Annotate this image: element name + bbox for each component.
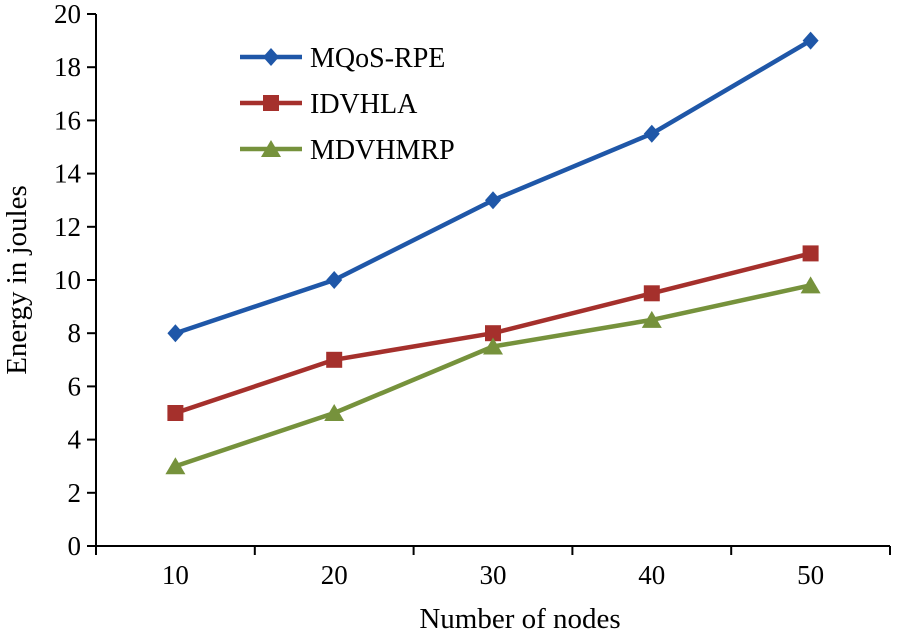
legend-label: IDVHLA	[310, 89, 418, 120]
data-point-square	[263, 95, 279, 111]
legend-item-MQoS-RPE: MQoS-RPE	[240, 43, 445, 74]
axis-lines	[95, 14, 890, 547]
y-tick-label: 0	[68, 531, 82, 561]
data-point-diamond	[167, 324, 184, 343]
y-tick-label: 12	[54, 212, 81, 242]
series-line-MDVHMRP	[174, 283, 812, 469]
y-tick-label: 20	[54, 0, 81, 29]
x-axis-title: Number of nodes	[419, 603, 620, 635]
data-point-diamond	[326, 271, 343, 289]
data-point-square	[167, 405, 184, 421]
data-point-diamond	[643, 124, 660, 143]
data-point-triangle	[261, 140, 281, 157]
y-tick-label: 18	[54, 52, 81, 82]
legend-item-IDVHLA: IDVHLA	[240, 89, 418, 120]
y-axis-title: Energy in joules	[1, 185, 33, 375]
series-line-MQoS-RPE	[174, 38, 812, 336]
y-tick-label: 6	[68, 371, 82, 401]
data-point-triangle	[641, 310, 662, 328]
data-point-square	[485, 325, 501, 342]
y-tick-label: 10	[54, 265, 81, 295]
data-point-triangle	[483, 337, 503, 355]
data-point-square	[643, 285, 660, 302]
y-tick-label: 2	[68, 478, 82, 508]
x-tick-label: 50	[797, 560, 824, 590]
data-point-square	[326, 351, 343, 368]
data-point-square	[802, 245, 819, 262]
data-point-diamond	[802, 31, 819, 50]
series-MQoS-RPE	[167, 31, 819, 343]
y-tick-label: 8	[68, 318, 82, 348]
y-tick-label: 14	[54, 159, 82, 189]
data-point-triangle	[324, 404, 345, 421]
legend-item-MDVHMRP: MDVHMRP	[240, 135, 455, 166]
x-tick-label: 10	[162, 560, 189, 590]
data-point-triangle	[165, 457, 186, 475]
data-point-triangle	[800, 276, 821, 294]
legend-label: MDVHMRP	[310, 135, 455, 166]
series-IDVHLA	[167, 245, 819, 421]
y-tick-label: 16	[54, 105, 81, 135]
x-tick-label: 40	[638, 560, 665, 590]
plot-area: 0 2 4 6 8 10 12 14 16 18 20 10 20 30 40 50 MQoS-RPE IDVHL…	[54, 0, 891, 590]
legend-label: MQoS-RPE	[310, 43, 445, 74]
y-tick-label: 4	[68, 425, 82, 455]
x-tick-label: 30	[480, 560, 507, 590]
data-point-diamond	[263, 48, 279, 66]
series-MDVHMRP	[165, 276, 821, 475]
data-point-diamond	[485, 191, 501, 210]
x-tick-label: 20	[321, 560, 348, 590]
